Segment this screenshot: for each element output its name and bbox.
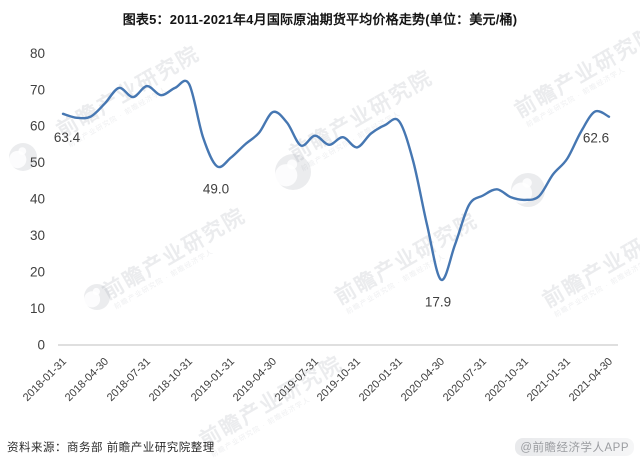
watermark-logo-cutout [9, 150, 27, 169]
watermark-logo-cutout [275, 164, 298, 187]
x-tick-label: 2020-10-31 [483, 356, 531, 404]
y-tick-label: 10 [30, 301, 45, 316]
watermark-logo-icon [9, 143, 37, 171]
watermark-logo-dot [18, 147, 27, 156]
y-tick-label: 50 [30, 155, 45, 170]
source-note: 资料来源：商务部 前瞻产业研究院整理 [7, 442, 215, 454]
chart-title: 图表5：2011-2021年4月国际原油期货平均价格走势(单位：美元/桶) [122, 12, 518, 27]
brand-watermark: @前瞻经济学人APP [515, 438, 634, 456]
watermark-logo-icon [510, 173, 545, 207]
watermark-logo-dot [92, 287, 100, 296]
x-tick-label: 2020-04-30 [399, 356, 447, 404]
x-tick-label: 2020-07-31 [441, 356, 489, 404]
watermark-text: 前瞻产业研究院 [99, 203, 250, 304]
data-point-label: 62.6 [583, 131, 609, 146]
y-tick-label: 60 [30, 119, 45, 134]
watermark-text: 前瞻产业研究院 [53, 41, 204, 142]
y-tick-label: 40 [30, 192, 45, 207]
y-tick-label: 70 [30, 82, 45, 97]
data-point-label: 49.0 [203, 181, 229, 196]
x-tick-label: 2018-10-31 [147, 356, 195, 404]
y-tick-label: 30 [30, 228, 45, 243]
watermark-text: 前瞻产业研究院 [286, 65, 437, 166]
watermark-logo-cutout [84, 291, 101, 308]
watermark-logo-dot [287, 159, 298, 170]
x-tick-label: 2018-04-30 [63, 356, 111, 404]
watermark-text: 前瞻产业研究院 [331, 208, 482, 309]
y-tick-label: 80 [30, 46, 45, 61]
x-tick-label: 2019-01-31 [189, 356, 237, 404]
x-tick-label: 2018-01-31 [21, 356, 69, 404]
data-labels: 63.4 49.0 17.9 62.6 [54, 130, 609, 310]
data-point-label: 63.4 [54, 130, 81, 145]
x-tick-label: 2021-01-31 [525, 356, 573, 404]
x-tick-label: 2021-04-30 [567, 356, 615, 404]
y-axis-ticks: 0 10 20 30 40 50 60 70 80 [30, 46, 45, 353]
y-tick-label: 0 [37, 338, 45, 353]
watermark-logo-dot [522, 178, 532, 188]
data-point-label: 17.9 [425, 295, 451, 310]
x-tick-label: 2020-01-31 [357, 356, 405, 404]
price-line-series [61, 79, 611, 281]
watermark-logo-icon [84, 284, 110, 310]
watermark-logo-icon [275, 154, 311, 190]
y-tick-label: 20 [30, 265, 45, 280]
x-tick-label: 2018-07-31 [105, 356, 153, 404]
